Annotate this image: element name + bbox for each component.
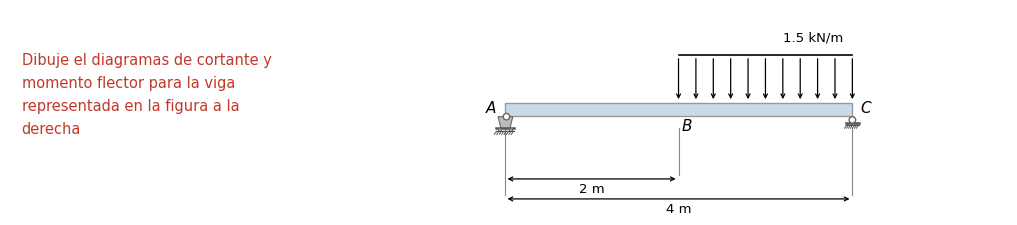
Text: Dibuje el diagramas de cortante y
momento flector para la viga
representada en l: Dibuje el diagramas de cortante y moment… (21, 53, 272, 136)
Circle shape (503, 114, 510, 120)
Bar (504, 104, 852, 116)
Text: 1.5 kN/m: 1.5 kN/m (783, 32, 844, 45)
Polygon shape (498, 117, 513, 129)
Bar (510, 129, 512, 132)
Text: B: B (681, 119, 692, 133)
Text: A: A (485, 101, 496, 116)
Circle shape (849, 117, 855, 124)
Text: C: C (860, 101, 872, 116)
Bar (498, 129, 500, 132)
Text: 2 m: 2 m (579, 183, 604, 196)
Text: 4 m: 4 m (666, 202, 692, 216)
